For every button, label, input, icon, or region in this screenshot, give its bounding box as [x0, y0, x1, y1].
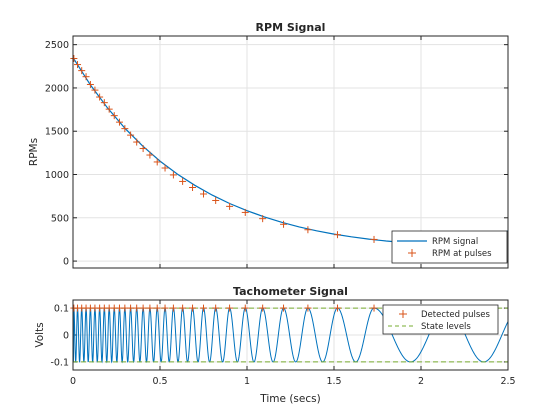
rpm-pulse-marker — [100, 99, 108, 107]
rpm-pulse-marker — [189, 183, 197, 191]
rpm-pulse-marker — [226, 202, 234, 210]
rpm-pulse-marker — [259, 215, 267, 223]
rpm-y-tick-label: 2000 — [45, 83, 69, 94]
rpm-plot-area — [73, 36, 508, 268]
legend-label-detected-pulses: Detected pulses — [421, 310, 490, 320]
tachometer-y-tick-label: 0.1 — [54, 304, 69, 315]
rpm-y-tick-label: 1000 — [45, 170, 69, 181]
detected-pulse-marker — [333, 304, 341, 312]
rpm-pulse-marker — [115, 118, 123, 126]
rpm-pulse-marker — [105, 105, 113, 113]
detected-pulse-marker — [169, 304, 177, 312]
rpm-pulse-marker — [91, 86, 99, 94]
rpm-pulse-marker — [86, 80, 94, 88]
tachometer-x-axis-label: Time (secs) — [259, 393, 320, 405]
rpm-legend-box — [391, 230, 508, 264]
rpm-y-tick-label: 2500 — [45, 40, 69, 51]
detected-pulse-marker — [146, 304, 154, 312]
tachometer-x-tick-label: 0.5 — [152, 376, 167, 387]
detected-pulse-marker — [304, 304, 312, 312]
tachometer-y-tick-label: 0 — [63, 331, 69, 342]
detected-pulse-marker — [133, 304, 141, 312]
tachometer-x-tick-label: 0 — [70, 376, 76, 387]
rpm-pulse-marker — [82, 73, 90, 81]
detected-pulse-marker — [280, 304, 288, 312]
detected-pulse-marker — [226, 304, 234, 312]
rpm-pulse-marker — [161, 164, 169, 172]
legend-label-rpm-signal: RPM signal — [432, 237, 478, 247]
rpm-pulse-marker — [133, 138, 141, 146]
detected-pulse-marker — [127, 304, 135, 312]
rpm-legend: RPM signal RPM at pulses — [391, 230, 508, 264]
detected-pulse-marker — [161, 304, 169, 312]
tachometer-legend: Detected pulses State levels — [382, 304, 499, 335]
rpm-pulse-marker — [78, 67, 86, 75]
tachometer-x-tick-label: 2.5 — [500, 376, 515, 387]
detected-pulse-marker — [212, 304, 220, 312]
tachometer-x-tick-label: 2 — [418, 376, 424, 387]
detected-pulse-marker — [259, 304, 267, 312]
detected-pulse-marker — [139, 304, 147, 312]
detected-pulse-marker — [153, 304, 161, 312]
rpm-pulse-marker — [96, 93, 104, 101]
tachometer-y-tick-label: -0.1 — [50, 357, 69, 368]
tachometer-y-axis-label: Volts — [34, 322, 46, 347]
rpm-pulse-marker — [212, 196, 220, 204]
legend-label-state-levels: State levels — [421, 322, 471, 332]
rpm-pulse-marker — [127, 131, 135, 139]
rpm-pulse-marker — [139, 145, 147, 153]
tachometer-series — [70, 304, 509, 364]
rpm-pulse-marker — [70, 55, 78, 63]
legend-marker-rpm-at-pulses — [408, 249, 416, 257]
rpm-y-ticks: 0 500 1000 1500 2000 2500 — [45, 40, 508, 268]
detected-pulse-marker — [189, 304, 197, 312]
tachometer-legend-box — [382, 304, 499, 335]
rpm-pulse-marker — [241, 208, 249, 216]
detected-pulse-marker — [200, 304, 207, 312]
rpm-plot-title: RPM Signal — [256, 21, 326, 34]
tachometer-axes-box — [72, 299, 509, 371]
rpm-y-tick-label: 1500 — [45, 127, 69, 138]
detected-pulse-marker — [179, 304, 187, 312]
tachometer-x-tick-label: 1.5 — [326, 376, 341, 387]
rpm-pulse-marker — [200, 190, 207, 198]
rpm-pulse-marker — [179, 177, 187, 185]
detected-pulse-marker — [370, 304, 378, 312]
tachometer-x-tick-label: 1 — [244, 376, 250, 387]
rpm-pulse-marker — [370, 235, 378, 243]
rpm-pulse-marker — [304, 226, 312, 234]
rpm-y-tick-label: 0 — [63, 257, 69, 268]
rpm-pulse-marker — [280, 220, 288, 228]
rpm-axes-box — [72, 35, 509, 269]
rpm-pulse-marker — [74, 61, 82, 69]
rpm-y-axis-label: RPMs — [28, 138, 40, 166]
rpm-pulse-marker — [110, 112, 118, 120]
detected-pulse-marker — [241, 304, 249, 312]
rpm-pulse-marker — [169, 171, 177, 179]
rpm-pulse-marker — [146, 151, 154, 159]
rpm-pulse-marker — [333, 231, 341, 239]
rpm-pulse-marker — [153, 158, 161, 166]
rpm-y-tick-label: 500 — [51, 213, 69, 224]
tachometer-plot: Tachometer Signal Volts Time (secs) -0.1… — [34, 285, 516, 405]
rpm-pulse-marker — [121, 125, 129, 133]
legend-label-rpm-at-pulses: RPM at pulses — [432, 249, 492, 259]
tachometer-plot-title: Tachometer Signal — [233, 285, 348, 298]
legend-marker-detected-pulses — [399, 310, 407, 318]
rpm-plot: RPM Signal RPMs 0 500 1000 1500 2000 2500 RPM… — [28, 21, 509, 269]
